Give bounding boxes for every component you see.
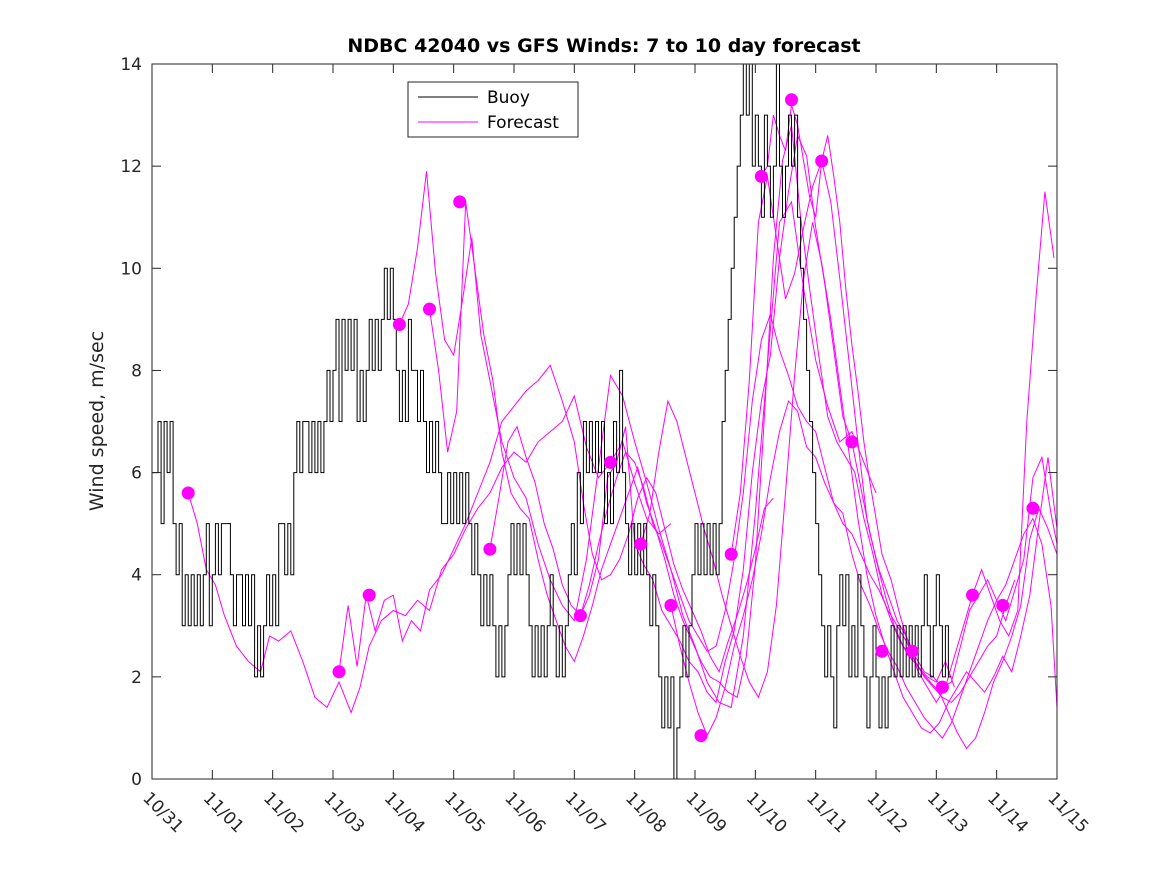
forecast-marker — [362, 588, 376, 602]
forecast-run-line-8 — [670, 400, 1057, 739]
forecast-marker — [996, 598, 1010, 612]
y-tick-label: 4 — [131, 566, 142, 586]
legend-box — [407, 81, 579, 138]
forecast-marker — [392, 318, 406, 331]
forecast-marker — [664, 598, 678, 612]
legend: Buoy Forecast — [407, 81, 579, 138]
forecast-marker — [634, 537, 648, 551]
forecast-run-line-2 — [338, 364, 774, 674]
y-tick-label: 14 — [120, 55, 142, 75]
forecast-marker — [815, 154, 829, 168]
forecast-marker — [966, 588, 979, 602]
forecast-marker — [905, 644, 919, 658]
forecast-marker — [483, 542, 497, 556]
y-tick-label: 6 — [131, 464, 142, 484]
forecast-marker — [332, 665, 346, 679]
forecast-markers — [181, 93, 1040, 743]
forecast-marker — [181, 486, 195, 500]
forecast-marker — [694, 729, 708, 743]
chart-title: NDBC 42040 vs GFS Winds: 7 to 10 day for… — [347, 35, 860, 57]
forecast-marker — [604, 455, 617, 469]
forecast-run-line-10 — [760, 104, 1055, 704]
forecast-marker — [785, 93, 798, 107]
legend-forecast-label: Forecast — [487, 113, 559, 133]
y-tick-label: 12 — [120, 157, 142, 177]
y-tick-label: 0 — [131, 770, 142, 790]
legend-buoy-label: Buoy — [487, 88, 530, 108]
axes-box — [151, 63, 1058, 780]
y-tick-label: 10 — [120, 259, 142, 279]
forecast-marker — [845, 435, 859, 449]
buoy-line — [152, 64, 952, 779]
forecast-marker — [423, 302, 436, 316]
forecast-marker — [573, 609, 587, 623]
forecast-marker — [754, 169, 768, 183]
forecast-run-line-4 — [429, 125, 955, 699]
forecast-marker — [453, 195, 467, 209]
forecast-marker — [724, 547, 738, 561]
forecast-marker — [1026, 501, 1040, 515]
forecast-marker — [875, 644, 889, 658]
y-tick-label: 2 — [131, 668, 142, 688]
forecast-marker — [935, 680, 949, 694]
y-axis-label: Wind speed, m/sec — [86, 331, 108, 511]
y-tick-label: 8 — [131, 361, 142, 381]
